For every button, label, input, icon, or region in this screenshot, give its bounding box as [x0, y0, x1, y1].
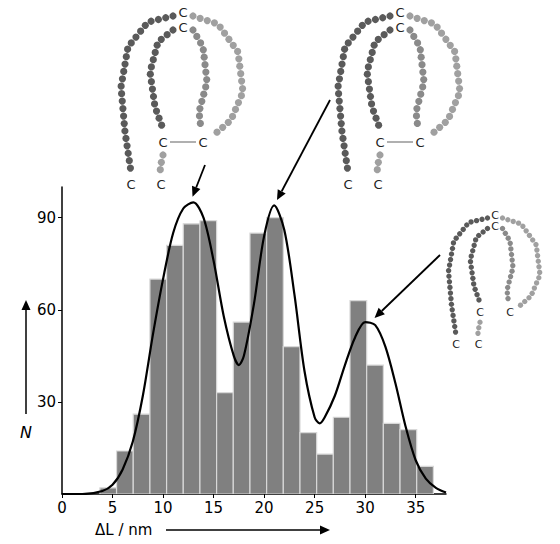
- svg-text:C: C: [491, 208, 499, 222]
- svg-text:30: 30: [37, 393, 56, 411]
- svg-text:20: 20: [255, 499, 274, 517]
- svg-text:C: C: [452, 338, 460, 351]
- svg-text:C: C: [475, 338, 483, 351]
- svg-text:5: 5: [108, 499, 118, 517]
- svg-text:60: 60: [37, 301, 56, 319]
- svg-text:C: C: [178, 20, 187, 35]
- svg-text:N: N: [20, 423, 32, 442]
- svg-text:C: C: [491, 220, 499, 233]
- svg-text:C: C: [126, 177, 135, 192]
- svg-text:C: C: [375, 135, 384, 150]
- svg-text:35: 35: [406, 499, 425, 517]
- svg-text:C: C: [198, 135, 207, 150]
- svg-text:C: C: [156, 177, 165, 192]
- svg-text:90: 90: [37, 209, 56, 227]
- svg-text:ΔL / nm: ΔL / nm: [95, 521, 152, 539]
- svg-text:25: 25: [305, 499, 324, 517]
- svg-text:C: C: [395, 20, 404, 35]
- svg-text:15: 15: [204, 499, 223, 517]
- svg-text:C: C: [395, 5, 404, 20]
- svg-text:C: C: [415, 135, 424, 150]
- svg-text:0: 0: [57, 499, 67, 517]
- svg-text:C: C: [506, 306, 514, 319]
- svg-text:C: C: [373, 177, 382, 192]
- svg-text:C: C: [178, 5, 187, 20]
- svg-text:10: 10: [154, 499, 173, 517]
- svg-text:C: C: [343, 177, 352, 192]
- svg-text:C: C: [476, 306, 484, 319]
- svg-text:30: 30: [356, 499, 375, 517]
- svg-text:C: C: [158, 135, 167, 150]
